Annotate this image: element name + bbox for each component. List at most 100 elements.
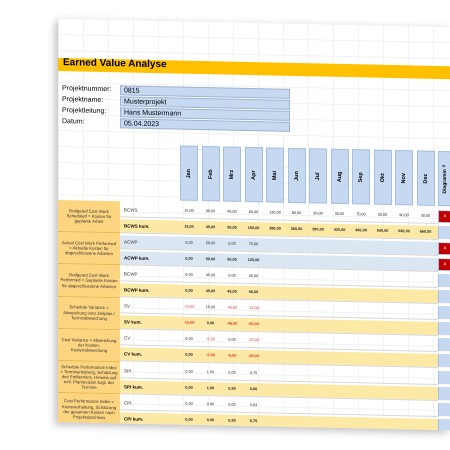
table-cell[interactable]: 15,00 xyxy=(184,208,194,213)
table-cell[interactable] xyxy=(373,369,393,382)
table-cell[interactable]: 30,00 xyxy=(334,211,345,216)
table-cell[interactable]: 420,00 xyxy=(333,227,346,232)
table-cell[interactable] xyxy=(373,401,393,414)
diagram-cell[interactable] xyxy=(438,418,450,431)
table-cell[interactable] xyxy=(265,286,285,299)
table-cell[interactable] xyxy=(394,305,414,318)
table-cell[interactable] xyxy=(330,352,350,365)
table-cell[interactable] xyxy=(308,287,328,300)
table-cell[interactable] xyxy=(265,415,285,428)
table-cell[interactable] xyxy=(330,336,350,349)
table-cell[interactable] xyxy=(308,336,328,349)
table-cell[interactable]: -5,00 xyxy=(206,337,215,342)
table-cell[interactable] xyxy=(416,402,436,415)
table-cell[interactable]: -5,00 xyxy=(227,353,237,359)
table-cell[interactable] xyxy=(308,271,328,284)
table-cell[interactable] xyxy=(351,240,371,253)
table-cell[interactable] xyxy=(351,369,371,382)
table-cell[interactable] xyxy=(287,319,307,332)
table-cell[interactable] xyxy=(287,287,307,300)
table-cell[interactable] xyxy=(351,401,371,414)
table-cell[interactable] xyxy=(373,272,393,285)
table-cell[interactable]: 45,00 xyxy=(205,272,216,278)
table-cell[interactable] xyxy=(330,320,350,333)
table-cell[interactable] xyxy=(308,368,328,381)
table-cell[interactable]: 0,00 xyxy=(185,256,193,261)
table-cell[interactable] xyxy=(373,417,393,430)
table-cell[interactable] xyxy=(265,302,285,315)
table-cell[interactable] xyxy=(351,385,371,398)
table-cell[interactable] xyxy=(287,335,307,348)
table-cell[interactable] xyxy=(416,338,436,351)
table-cell[interactable]: 540,00 xyxy=(376,228,389,233)
table-cell[interactable] xyxy=(351,336,371,349)
table-cell[interactable] xyxy=(265,238,285,251)
table-cell[interactable] xyxy=(308,384,328,397)
table-cell[interactable] xyxy=(373,256,393,269)
table-cell[interactable]: 0,00 xyxy=(185,272,193,277)
table-cell[interactable]: 0,75 xyxy=(249,418,258,423)
table-cell[interactable] xyxy=(394,353,414,366)
table-cell[interactable]: -60,00 xyxy=(248,322,259,327)
table-cell[interactable] xyxy=(330,239,350,252)
table-cell[interactable] xyxy=(373,289,393,302)
table-cell[interactable]: -15,00 xyxy=(183,320,195,326)
table-cell[interactable] xyxy=(373,321,393,334)
table-cell[interactable]: -25,00 xyxy=(248,338,259,343)
table-cell[interactable]: 30,00 xyxy=(313,210,323,216)
table-cell[interactable]: 0,50 xyxy=(228,386,236,391)
table-cell[interactable]: 0,00 xyxy=(228,273,236,278)
table-cell[interactable]: 0,00 xyxy=(228,241,236,246)
table-cell[interactable] xyxy=(308,400,328,413)
table-cell[interactable] xyxy=(330,304,350,317)
diagram-cell[interactable] xyxy=(438,354,450,368)
table-cell[interactable] xyxy=(416,257,436,270)
table-cell[interactable]: 45,00 xyxy=(248,273,259,279)
table-cell[interactable] xyxy=(416,354,436,367)
table-cell[interactable] xyxy=(330,416,350,429)
table-cell[interactable] xyxy=(287,383,307,396)
table-cell[interactable] xyxy=(394,321,414,334)
table-cell[interactable]: 0,00 xyxy=(206,321,215,326)
table-cell[interactable]: -45,00 xyxy=(226,321,238,326)
table-cell[interactable] xyxy=(308,352,328,365)
diagram-cell[interactable] xyxy=(438,370,450,384)
table-cell[interactable]: 45,00 xyxy=(227,289,237,294)
table-cell[interactable] xyxy=(351,417,371,430)
table-cell[interactable]: 90,00 xyxy=(248,289,259,295)
table-cell[interactable]: 0,90 xyxy=(228,418,236,423)
table-cell[interactable]: 50,00 xyxy=(227,257,237,262)
table-cell[interactable] xyxy=(265,383,285,396)
table-cell[interactable] xyxy=(351,256,371,269)
table-cell[interactable] xyxy=(287,399,307,412)
table-cell[interactable]: 0,00 xyxy=(185,336,193,342)
table-cell[interactable] xyxy=(416,241,436,254)
table-cell[interactable]: 120,00 xyxy=(247,257,260,263)
table-cell[interactable]: 0,90 xyxy=(206,401,215,406)
table-cell[interactable] xyxy=(287,416,307,429)
table-cell[interactable]: 660,00 xyxy=(419,229,432,234)
diagram-cell[interactable] xyxy=(438,289,450,304)
diagram-cell[interactable] xyxy=(438,225,450,239)
table-cell[interactable]: 130,00 xyxy=(269,209,281,215)
table-cell[interactable] xyxy=(330,384,350,397)
table-cell[interactable]: -5,00 xyxy=(206,353,215,358)
table-cell[interactable] xyxy=(308,255,328,268)
table-cell[interactable] xyxy=(373,305,393,318)
table-cell[interactable]: 0,00 xyxy=(228,370,236,375)
table-cell[interactable] xyxy=(416,322,436,335)
table-cell[interactable] xyxy=(265,254,285,267)
table-cell[interactable]: 70,00 xyxy=(248,241,259,246)
table-cell[interactable]: 45,00 xyxy=(227,209,237,214)
table-cell[interactable]: -45,00 xyxy=(226,305,238,310)
table-cell[interactable]: 0,00 xyxy=(185,353,193,358)
diagram-cell[interactable] xyxy=(438,338,450,352)
diagram-cell[interactable] xyxy=(438,306,450,320)
table-cell[interactable]: -15,00 xyxy=(183,304,195,309)
table-cell[interactable] xyxy=(394,337,414,350)
table-cell[interactable] xyxy=(394,289,414,302)
table-cell[interactable]: 50,00 xyxy=(205,240,216,245)
table-cell[interactable] xyxy=(394,386,414,399)
table-cell[interactable]: 0,00 xyxy=(228,337,236,343)
table-cell[interactable] xyxy=(265,351,285,364)
